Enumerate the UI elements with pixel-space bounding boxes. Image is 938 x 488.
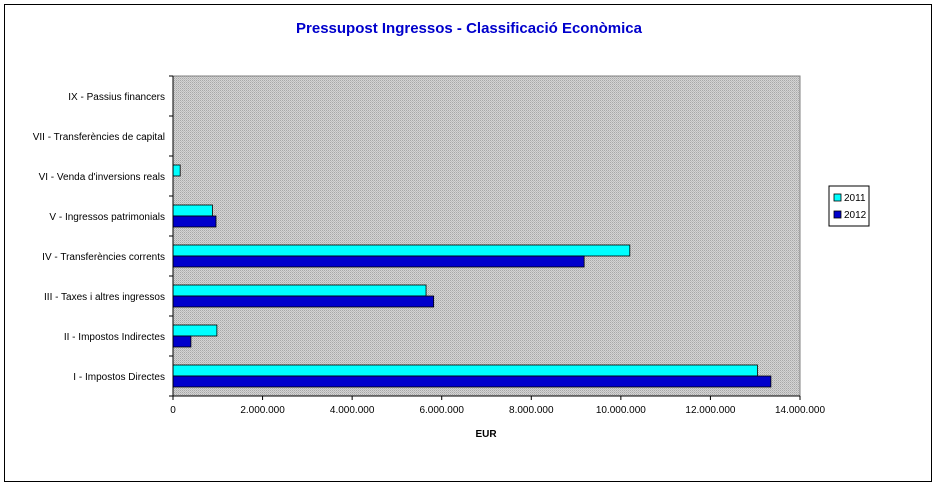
x-tick-label: 10.000.000 bbox=[596, 405, 646, 416]
x-axis-label: EUR bbox=[475, 429, 497, 440]
x-tick-label: 2.000.000 bbox=[240, 405, 285, 416]
bar-2011-2 bbox=[172, 324, 218, 337]
bar-2012-1 bbox=[172, 375, 772, 388]
legend-label-2012: 2012 bbox=[844, 210, 867, 221]
category-label: V - Ingressos patrimonials bbox=[49, 212, 165, 223]
x-tick-label: 12.000.000 bbox=[685, 405, 735, 416]
legend-label-2011: 2011 bbox=[844, 193, 866, 204]
category-label: I - Impostos Directes bbox=[73, 372, 165, 383]
category-label: II - Impostos Indirectes bbox=[64, 332, 165, 343]
bar-2011-5 bbox=[172, 204, 213, 217]
x-tick-label: 0 bbox=[170, 405, 176, 416]
plot-area bbox=[172, 75, 801, 397]
bar-2011-1 bbox=[172, 364, 758, 377]
category-label: IX - Passius financers bbox=[68, 92, 165, 103]
legend-box bbox=[828, 185, 870, 227]
bar-2011-3 bbox=[172, 284, 427, 297]
bar-2012-4 bbox=[172, 255, 585, 268]
category-label: VII - Transferències de capital bbox=[33, 132, 165, 143]
bar-2012-5 bbox=[172, 215, 217, 228]
x-tick-label: 4.000.000 bbox=[330, 405, 375, 416]
category-label: IV - Transferències corrents bbox=[42, 252, 165, 263]
legend-swatch-2011 bbox=[833, 193, 842, 202]
x-tick-label: 14.000.000 bbox=[775, 405, 825, 416]
bar-2012-3 bbox=[172, 295, 435, 308]
bar-2011-6 bbox=[172, 164, 181, 177]
x-tick-label: 6.000.000 bbox=[419, 405, 464, 416]
category-label: VI - Venda d'inversions reals bbox=[39, 172, 165, 183]
bar-2012-2 bbox=[172, 335, 192, 348]
legend-swatch-2012 bbox=[833, 210, 842, 219]
legend: 2011 2012 bbox=[828, 185, 870, 227]
category-label: III - Taxes i altres ingressos bbox=[44, 292, 165, 303]
x-tick-label: 8.000.000 bbox=[509, 405, 554, 416]
bar-2011-4 bbox=[172, 244, 631, 257]
chart-title: Pressupost Ingressos - Classificació Eco… bbox=[296, 20, 642, 37]
